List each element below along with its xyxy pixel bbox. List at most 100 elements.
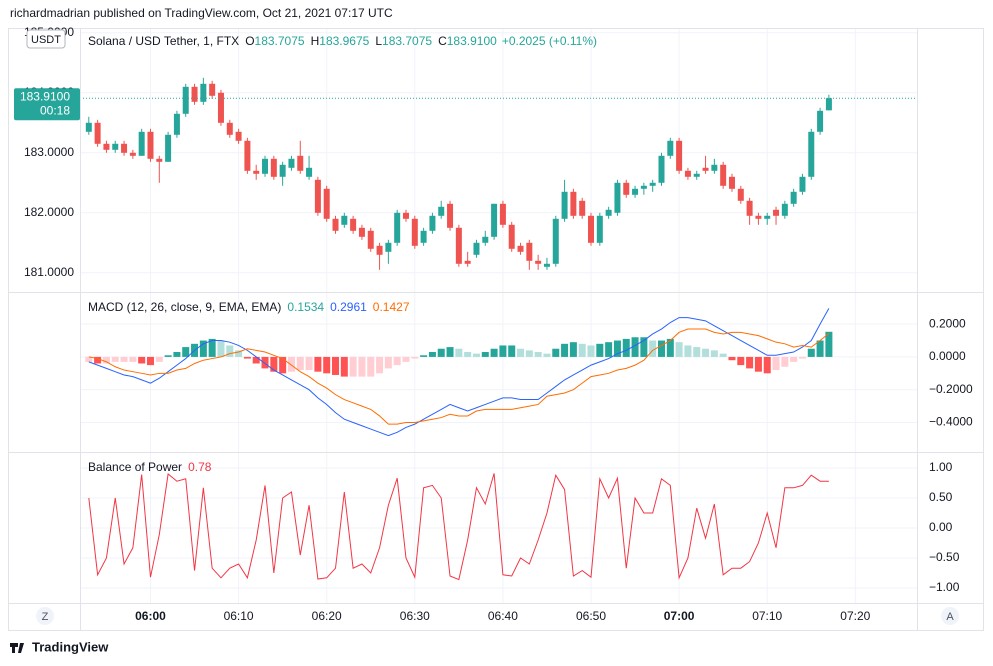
candle-body <box>182 86 189 114</box>
candle-body <box>535 260 542 264</box>
candle-body <box>799 176 806 192</box>
candle-body <box>129 152 136 156</box>
candle-body <box>561 191 568 219</box>
currency-badge <box>26 29 66 49</box>
bop-title: Balance of Power <box>88 460 182 474</box>
price-tick-label: 183.0000 <box>24 145 74 159</box>
candle-body <box>235 131 242 141</box>
macd-histogram-bar <box>455 348 463 357</box>
candle-body <box>728 176 735 189</box>
candle-body <box>297 155 304 171</box>
scale-button-label: Z <box>42 611 49 623</box>
candle-body <box>667 140 674 156</box>
candle-body <box>138 131 145 156</box>
candle-body <box>165 134 172 162</box>
y-tick-label: −1.00 <box>929 580 960 594</box>
macd-histogram-bar <box>517 348 525 357</box>
frame <box>8 28 984 631</box>
candle-body <box>764 215 771 219</box>
candle-body <box>676 140 683 171</box>
candle-body <box>350 218 357 231</box>
price-tick-label: 182.0000 <box>24 205 74 219</box>
x-tick-label: 06:20 <box>312 609 342 623</box>
y-tick-label: 0.2000 <box>929 316 966 330</box>
ohlc-label: L <box>375 34 382 48</box>
macd-histogram-bar <box>376 356 384 374</box>
candle-body <box>420 230 427 243</box>
y-tick-label: 0.00 <box>929 520 953 534</box>
candle-body <box>508 224 515 249</box>
candle-body <box>817 110 824 132</box>
macd-legend-value: 0.1427 <box>373 300 410 314</box>
candle-body <box>720 164 727 186</box>
macd-histogram-bar <box>508 345 516 357</box>
candle-body <box>121 143 128 153</box>
macd-histogram-bar <box>332 356 340 375</box>
macd-histogram-bar <box>657 340 665 357</box>
macd-histogram-bar <box>279 356 287 374</box>
macd-histogram-bar <box>85 356 93 362</box>
candle-body <box>358 227 365 237</box>
macd-histogram-bar <box>613 340 621 357</box>
scale-button[interactable] <box>941 607 959 625</box>
macd-histogram-bar <box>208 338 216 357</box>
macd-legend: MACD (12, 26, close, 9, EMA, EMA) 0.1534 0… <box>88 300 410 314</box>
macd-histogram-bar <box>596 343 604 357</box>
countdown: 00:18 <box>40 103 70 117</box>
x-tick-label: 06:50 <box>576 609 606 623</box>
candle-body <box>808 131 815 177</box>
candle-body <box>773 209 780 216</box>
candle-body <box>103 143 110 150</box>
candle-body <box>684 170 691 177</box>
ohlc-value: 183.7075 <box>255 34 305 48</box>
macd-histogram-bar <box>384 356 392 369</box>
macd-histogram-bar <box>790 356 798 362</box>
macd-histogram-bar <box>270 356 278 372</box>
candle-body <box>455 227 462 264</box>
macd-histogram-bar <box>402 356 410 362</box>
macd-histogram-bar <box>622 338 630 357</box>
candle-body <box>543 263 550 267</box>
candle-body <box>147 131 154 159</box>
y-tick-label: −0.2000 <box>929 382 973 396</box>
macd-histogram-bar <box>420 355 428 357</box>
scale-button[interactable] <box>36 607 54 625</box>
candle-body <box>112 143 119 150</box>
candle-body <box>570 191 577 216</box>
candle-body <box>394 212 401 243</box>
candle-body <box>517 245 524 252</box>
macd-histogram-bar <box>737 356 745 366</box>
macd-histogram-bar <box>816 340 824 357</box>
macd-histogram-bar <box>243 356 251 359</box>
candle-body <box>314 179 321 213</box>
candle-body <box>781 203 788 216</box>
macd-histogram-bar <box>781 356 789 367</box>
bop-line <box>88 473 829 581</box>
macd-histogram-bar <box>226 345 234 357</box>
y-tick-label: 0.0000 <box>929 349 966 363</box>
published-line: richardmadrian published on TradingView.… <box>10 6 393 20</box>
candle-body <box>85 122 92 132</box>
y-tick-label: −0.50 <box>929 550 960 564</box>
y-tick-label: −0.4000 <box>929 415 973 429</box>
macd-histogram-bar <box>94 356 102 364</box>
macd-histogram-bar <box>763 356 771 374</box>
macd-histogram-bar <box>472 353 480 357</box>
x-tick-label: 07:20 <box>840 609 870 623</box>
macd-histogram-bar <box>182 347 190 357</box>
ohlc-value: 183.9100 <box>447 34 497 48</box>
macd-histogram-bar <box>675 342 683 357</box>
x-tick-label: 07:10 <box>752 609 782 623</box>
scale-button-label: A <box>946 611 954 623</box>
macd-histogram-bar <box>499 345 507 357</box>
candle-body <box>790 191 797 204</box>
macd-histogram-bar <box>129 356 137 362</box>
chart-layer: 06:00 06:10 06:20 06:30 06:40 06:50 07:00 07:10… <box>8 25 983 630</box>
macd-histogram-bar <box>640 337 648 357</box>
candle-body <box>94 122 101 144</box>
macd-title: MACD (12, 26, close, 9, EMA, EMA) <box>88 300 281 314</box>
signal-line <box>88 328 830 425</box>
brand-name: TradingView <box>32 639 109 654</box>
candle-body <box>209 83 216 96</box>
